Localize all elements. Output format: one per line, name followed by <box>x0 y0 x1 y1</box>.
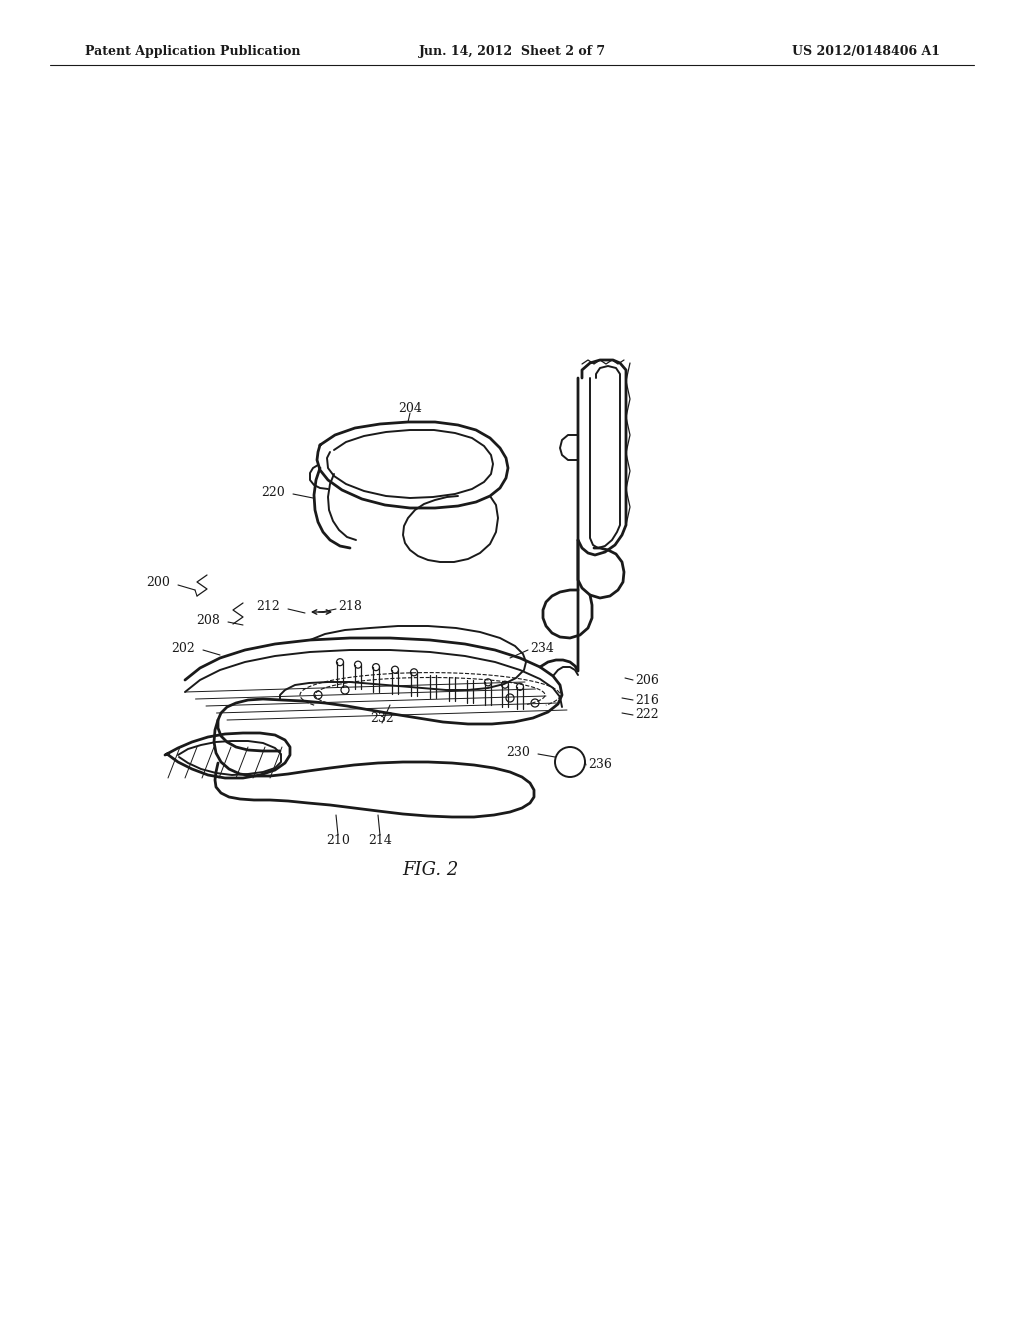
Text: 210: 210 <box>326 833 350 846</box>
Text: 214: 214 <box>368 833 392 846</box>
Text: 208: 208 <box>197 614 220 627</box>
Text: 232: 232 <box>370 711 394 725</box>
Text: 206: 206 <box>635 673 658 686</box>
Text: 236: 236 <box>588 759 612 771</box>
Text: 222: 222 <box>635 709 658 722</box>
Text: Patent Application Publication: Patent Application Publication <box>85 45 300 58</box>
Text: 212: 212 <box>256 601 280 614</box>
Text: 200: 200 <box>146 577 170 590</box>
Text: 218: 218 <box>338 601 361 614</box>
Text: 202: 202 <box>171 642 195 655</box>
Text: 230: 230 <box>506 746 530 759</box>
Text: FIG. 2: FIG. 2 <box>401 861 458 879</box>
Text: 220: 220 <box>261 486 285 499</box>
Text: 204: 204 <box>398 401 422 414</box>
Text: 234: 234 <box>530 642 554 655</box>
Text: Jun. 14, 2012  Sheet 2 of 7: Jun. 14, 2012 Sheet 2 of 7 <box>419 45 605 58</box>
Text: US 2012/0148406 A1: US 2012/0148406 A1 <box>792 45 940 58</box>
Text: 216: 216 <box>635 693 658 706</box>
